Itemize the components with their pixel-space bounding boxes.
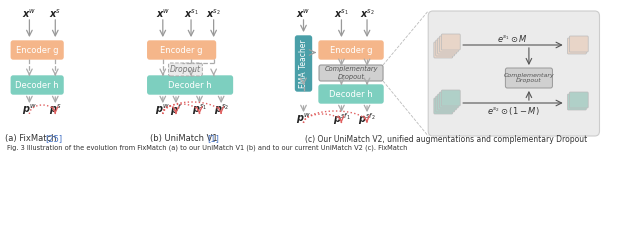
Text: Fig. 3 Illustration of the evolution from FixMatch (a) to our UniMatch V1 (b) an: Fig. 3 Illustration of the evolution fro… [6, 145, 407, 151]
Text: Decoder h: Decoder h [329, 89, 373, 98]
FancyBboxPatch shape [296, 36, 312, 91]
Text: $\boldsymbol{p}^w$: $\boldsymbol{p}^w$ [296, 112, 311, 126]
FancyBboxPatch shape [436, 40, 454, 56]
FancyBboxPatch shape [568, 38, 586, 54]
Text: $\boldsymbol{x}^{s_2}$: $\boldsymbol{x}^{s_2}$ [206, 8, 221, 20]
FancyBboxPatch shape [438, 94, 456, 110]
FancyBboxPatch shape [442, 34, 460, 50]
Text: Complementary
Dropout: Complementary Dropout [504, 73, 554, 83]
Text: $\boldsymbol{p}^f$: $\boldsymbol{p}^f$ [170, 102, 182, 118]
Text: (a) FixMatch: (a) FixMatch [5, 135, 60, 143]
FancyBboxPatch shape [438, 38, 456, 54]
FancyBboxPatch shape [148, 41, 216, 59]
Text: $\boldsymbol{x}^{s_1}$: $\boldsymbol{x}^{s_1}$ [334, 8, 349, 20]
FancyBboxPatch shape [434, 42, 452, 58]
FancyBboxPatch shape [12, 76, 63, 94]
Text: (b) UniMatch V1: (b) UniMatch V1 [150, 135, 221, 143]
Text: $\boldsymbol{p}^{s_2}$: $\boldsymbol{p}^{s_2}$ [214, 103, 228, 117]
Text: $\boldsymbol{p}^{sf_1}$: $\boldsymbol{p}^{sf_1}$ [333, 111, 350, 127]
Text: (c) Our UniMatch V2, unified augmentations and complementary Dropout: (c) Our UniMatch V2, unified augmentatio… [305, 135, 587, 143]
Text: $e^{s_2} \odot (1-M)$: $e^{s_2} \odot (1-M)$ [486, 105, 540, 117]
Text: $\boldsymbol{p}^s$: $\boldsymbol{p}^s$ [49, 103, 61, 117]
Text: $\boldsymbol{x}^{s_2}$: $\boldsymbol{x}^{s_2}$ [360, 8, 374, 20]
Text: [1]: [1] [207, 135, 219, 143]
Text: $\boldsymbol{x}^w$: $\boldsymbol{x}^w$ [156, 8, 170, 20]
Text: $\boldsymbol{p}^{sf_2}$: $\boldsymbol{p}^{sf_2}$ [358, 111, 376, 127]
FancyBboxPatch shape [319, 65, 383, 81]
Text: $\boldsymbol{p}^w$: $\boldsymbol{p}^w$ [22, 103, 36, 117]
FancyBboxPatch shape [428, 11, 600, 136]
Text: $e^{s_1} \odot M$: $e^{s_1} \odot M$ [497, 33, 529, 43]
Text: [25]: [25] [45, 135, 63, 143]
FancyBboxPatch shape [148, 76, 232, 94]
FancyBboxPatch shape [568, 94, 586, 110]
Text: Encoder g: Encoder g [330, 45, 372, 54]
FancyBboxPatch shape [442, 90, 460, 106]
Text: $\boldsymbol{p}^w$: $\boldsymbol{p}^w$ [156, 103, 170, 117]
Text: Complementary
Dropout: Complementary Dropout [324, 66, 378, 80]
Text: Decoder h: Decoder h [15, 81, 59, 89]
FancyBboxPatch shape [319, 85, 383, 103]
Text: $\boldsymbol{x}^w$: $\boldsymbol{x}^w$ [22, 8, 36, 20]
FancyBboxPatch shape [440, 36, 458, 52]
FancyBboxPatch shape [570, 92, 588, 108]
Text: Encoder g: Encoder g [16, 45, 58, 54]
FancyBboxPatch shape [506, 68, 552, 88]
FancyBboxPatch shape [12, 41, 63, 59]
Text: $\boldsymbol{x}^{s_1}$: $\boldsymbol{x}^{s_1}$ [184, 8, 198, 20]
Text: EMA Teacher: EMA Teacher [299, 39, 308, 88]
Text: $\boldsymbol{x}^w$: $\boldsymbol{x}^w$ [296, 8, 310, 20]
Text: Decoder h: Decoder h [168, 81, 212, 89]
FancyBboxPatch shape [319, 41, 383, 59]
FancyBboxPatch shape [168, 63, 202, 76]
Text: Dropout: Dropout [170, 65, 201, 74]
Text: Encoder g: Encoder g [161, 45, 203, 54]
FancyBboxPatch shape [570, 36, 588, 52]
FancyBboxPatch shape [436, 96, 454, 112]
FancyBboxPatch shape [434, 98, 452, 114]
Text: $\boldsymbol{x}^s$: $\boldsymbol{x}^s$ [49, 8, 61, 20]
Text: $\boldsymbol{p}^{s_1}$: $\boldsymbol{p}^{s_1}$ [192, 103, 207, 117]
FancyBboxPatch shape [440, 92, 458, 108]
